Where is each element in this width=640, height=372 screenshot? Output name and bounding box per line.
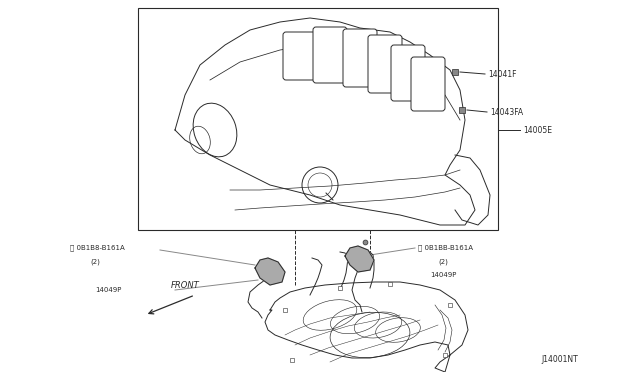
FancyBboxPatch shape xyxy=(411,57,445,111)
Text: (2): (2) xyxy=(438,259,448,265)
FancyBboxPatch shape xyxy=(313,27,347,83)
FancyBboxPatch shape xyxy=(343,29,377,87)
FancyBboxPatch shape xyxy=(283,32,317,80)
FancyBboxPatch shape xyxy=(368,35,402,93)
Text: 14049P: 14049P xyxy=(430,272,456,278)
Text: FRONT: FRONT xyxy=(171,281,200,290)
Text: 14041F: 14041F xyxy=(488,70,516,78)
Polygon shape xyxy=(345,246,374,272)
Bar xyxy=(138,8,498,230)
Text: 14005E: 14005E xyxy=(523,125,552,135)
Text: (2): (2) xyxy=(90,259,100,265)
FancyBboxPatch shape xyxy=(391,45,425,101)
Text: 14043FA: 14043FA xyxy=(490,108,523,116)
Text: Ⓑ 0B1B8-B161A: Ⓑ 0B1B8-B161A xyxy=(70,245,125,251)
Polygon shape xyxy=(255,258,285,285)
Text: Ⓑ 0B1BB-B161A: Ⓑ 0B1BB-B161A xyxy=(418,245,473,251)
Text: J14001NT: J14001NT xyxy=(541,356,579,365)
Text: 14049P: 14049P xyxy=(95,287,122,293)
